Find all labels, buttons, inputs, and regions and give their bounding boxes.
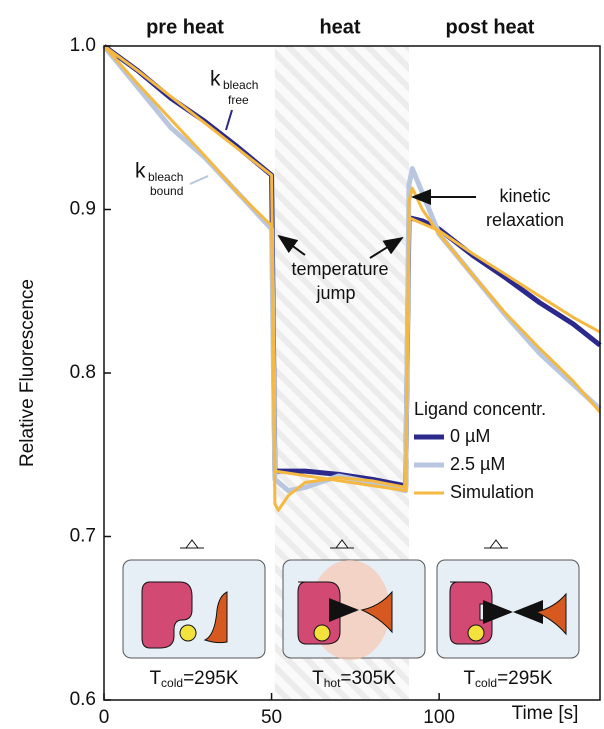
x-axis-label: Time [s] [512,703,579,724]
y-tick-label: 0.8 [70,362,96,383]
inset-label: T [149,668,161,689]
legend-label: Simulation [450,482,534,502]
inset [282,539,426,660]
y-tick-label: 1.0 [70,35,96,56]
inset-label: hot [324,676,341,690]
annotation: k [210,68,221,91]
annotation: bleach [148,170,183,184]
x-tick-label: 0 [99,707,110,728]
inset-label: =295K [183,668,239,689]
inset-label: T [463,668,475,689]
pointer [225,109,233,131]
x-tick-label: 100 [423,707,455,728]
y-axis-label: Relative Fluorescence [17,279,38,467]
annotation: relaxation [486,210,564,230]
annotation: temperature [291,259,388,279]
annotation: free [228,93,249,107]
arrow [277,234,306,256]
inset-label: cold [161,676,183,690]
series-line [103,44,601,493]
annotation: kinetic [499,186,550,206]
inset [436,539,580,659]
inset-label: Thot=305K [312,668,396,690]
annotation: bound [150,184,183,198]
series-line [102,45,602,512]
y-tick-label: 0.9 [70,199,96,220]
inset [122,539,266,659]
arrow [369,236,404,259]
inset-label: Tcold=295K [463,668,552,690]
inset-label: =305K [340,668,396,689]
y-tick-label: 0.7 [70,526,96,547]
section-label: pre heat [146,16,224,38]
legend-label: 2.5 µM [450,454,505,474]
annotation: jump [315,283,355,303]
annotation: k [135,160,146,183]
legend-label: 0 µM [450,426,490,446]
inset-label: Tcold=295K [149,668,238,690]
legend-title: Ligand concentr. [414,399,546,419]
section-label: heat [319,16,360,38]
inset-label: =295K [497,668,553,689]
annotation: bleach [223,78,258,92]
x-tick-label: 50 [261,707,282,728]
inset-label: cold [475,676,497,690]
section-label: post heat [446,16,535,38]
inset-label: T [312,668,324,689]
y-tick-label: 0.6 [70,689,96,710]
pointer [189,175,209,185]
